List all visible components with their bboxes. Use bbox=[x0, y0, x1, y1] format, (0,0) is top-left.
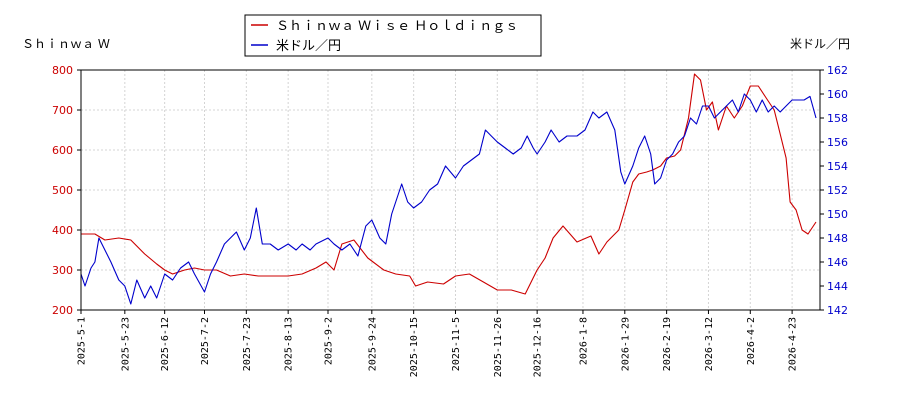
x-tick-label: 2025-5-23 bbox=[120, 317, 131, 371]
legend-label-shinwa: Ｓｈｉｎｗａ Ｗｉｓｅ Ｈｏｌｄｉｎｇｓ bbox=[276, 19, 518, 34]
x-tick-label: 2025-7-23 bbox=[242, 317, 253, 371]
x-tick-label: 2025-11-5 bbox=[451, 317, 462, 371]
legend-box bbox=[244, 14, 542, 57]
series-line-usdjpy bbox=[80, 93, 817, 305]
x-tick-label: 2025-8-13 bbox=[284, 317, 295, 371]
right-axis-label: 米ドル／円 bbox=[790, 37, 850, 51]
x-tick-label: 2025-6-12 bbox=[160, 317, 171, 371]
x-tick-label: 2025-9-2 bbox=[323, 317, 334, 365]
x-tick-label: 2026-3-12 bbox=[704, 317, 715, 371]
series-line-shinwa bbox=[81, 73, 817, 295]
x-tick-label: 2025-9-24 bbox=[367, 317, 378, 371]
right-tick-label: 162 bbox=[827, 64, 848, 77]
x-tick-label: 2026-4-2 bbox=[746, 317, 757, 365]
left-axis-label: Ｓｈｉｎｗａ Ｗ bbox=[22, 37, 110, 51]
right-tick-label: 154 bbox=[827, 160, 848, 173]
x-tick-label: 2025-7-2 bbox=[200, 317, 211, 365]
right-tick-label: 156 bbox=[827, 136, 848, 149]
x-tick-label: 2026-2-19 bbox=[662, 317, 673, 371]
left-tick-label: 200 bbox=[52, 304, 73, 317]
right-tick-label: 160 bbox=[827, 88, 848, 101]
right-tick-label: 142 bbox=[827, 304, 848, 317]
left-tick-label: 400 bbox=[52, 224, 73, 237]
legend: Ｓｈｉｎｗａ Ｗｉｓｅ Ｈｏｌｄｉｎｇｓ 米ドル／円 bbox=[244, 14, 542, 57]
legend-label-usdjpy: 米ドル／円 bbox=[276, 39, 341, 54]
right-axis: 142 144 146 148 150 152 154 156 158 160 162 bbox=[820, 64, 848, 317]
left-axis: 200 300 400 500 600 700 800 bbox=[52, 64, 81, 317]
right-tick-label: 152 bbox=[827, 184, 848, 197]
left-tick-label: 300 bbox=[52, 264, 73, 277]
right-tick-label: 148 bbox=[827, 232, 848, 245]
right-tick-label: 150 bbox=[827, 208, 848, 221]
x-tick-label: 2025-12-16 bbox=[533, 317, 544, 377]
x-axis: 2025-5-1 2025-5-23 2025-6-12 2025-7-2 2025-7… bbox=[77, 310, 799, 377]
left-tick-label: 500 bbox=[52, 184, 73, 197]
x-tick-label: 2025-10-15 bbox=[409, 317, 420, 377]
series-layer bbox=[80, 73, 817, 305]
x-tick-label: 2025-11-26 bbox=[493, 317, 504, 377]
x-tick-label: 2026-1-8 bbox=[578, 317, 589, 365]
left-tick-label: 700 bbox=[52, 104, 73, 117]
left-tick-label: 800 bbox=[52, 64, 73, 77]
right-tick-label: 144 bbox=[827, 280, 848, 293]
right-tick-label: 158 bbox=[827, 112, 848, 125]
right-tick-label: 146 bbox=[827, 256, 848, 269]
x-tick-label: 2026-4-23 bbox=[788, 317, 799, 371]
x-tick-label: 2026-1-29 bbox=[620, 317, 631, 371]
x-tick-label: 2025-5-1 bbox=[77, 317, 88, 365]
left-tick-label: 600 bbox=[52, 144, 73, 157]
